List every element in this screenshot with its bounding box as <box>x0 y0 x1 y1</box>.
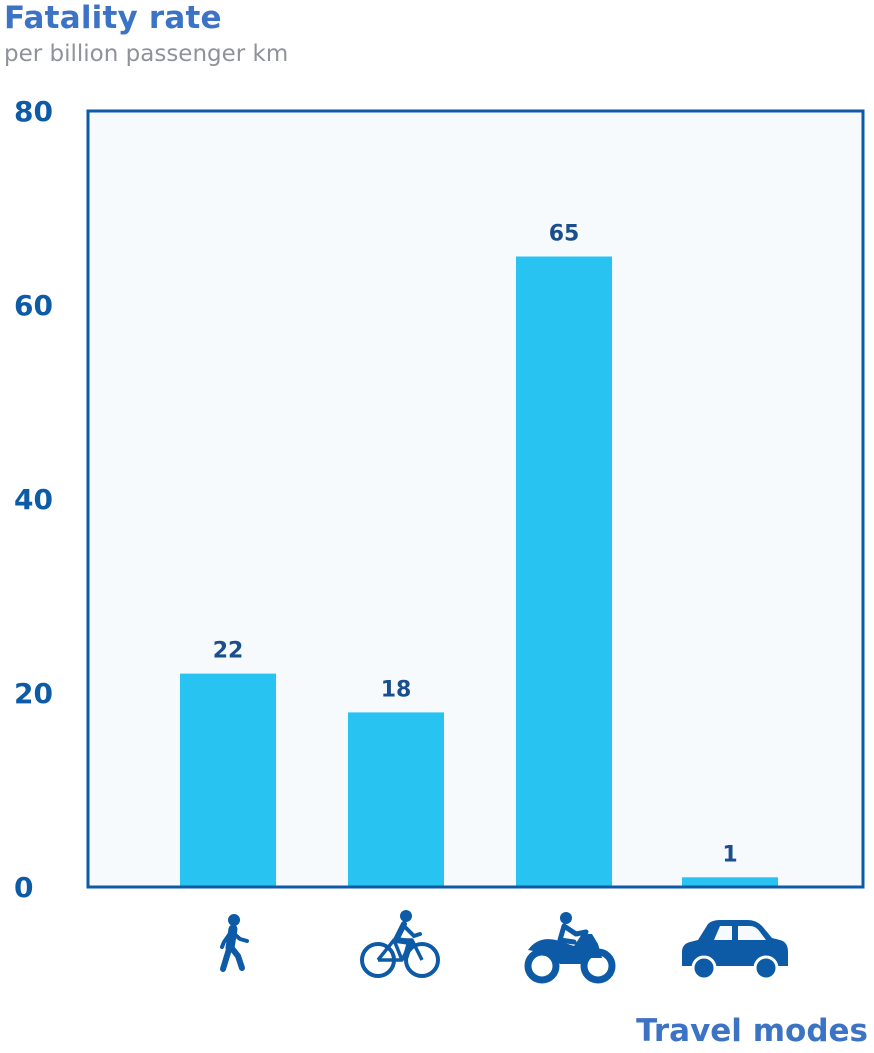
y-tick-label: 60 <box>14 289 53 322</box>
chart-subtitle: per billion passenger km <box>4 41 289 67</box>
y-tick-label: 40 <box>14 483 53 516</box>
bar-car <box>682 877 778 887</box>
bar-walking <box>180 673 276 887</box>
data-label: 1 <box>722 842 737 867</box>
x-axis-label: Travel modes <box>636 1013 868 1049</box>
y-axis-ticks: 0 20 40 60 80 <box>14 95 53 904</box>
cycling-icon <box>360 910 440 978</box>
y-tick-label: 0 <box>14 871 33 904</box>
y-tick-label: 20 <box>14 677 53 710</box>
motorcycle-icon <box>524 912 616 984</box>
bar-motorcycle <box>516 256 612 887</box>
car-icon <box>682 920 788 981</box>
data-label: 65 <box>549 222 580 247</box>
plot-border <box>86 109 865 889</box>
y-tick-label: 80 <box>14 95 53 128</box>
data-labels: 22 18 65 1 <box>213 222 738 868</box>
data-label: 22 <box>213 639 244 664</box>
bar-cycling <box>348 712 444 887</box>
chart-title: Fatality rate <box>4 0 222 36</box>
data-label: 18 <box>381 677 412 702</box>
walking-icon <box>220 914 249 972</box>
bars <box>180 256 778 887</box>
